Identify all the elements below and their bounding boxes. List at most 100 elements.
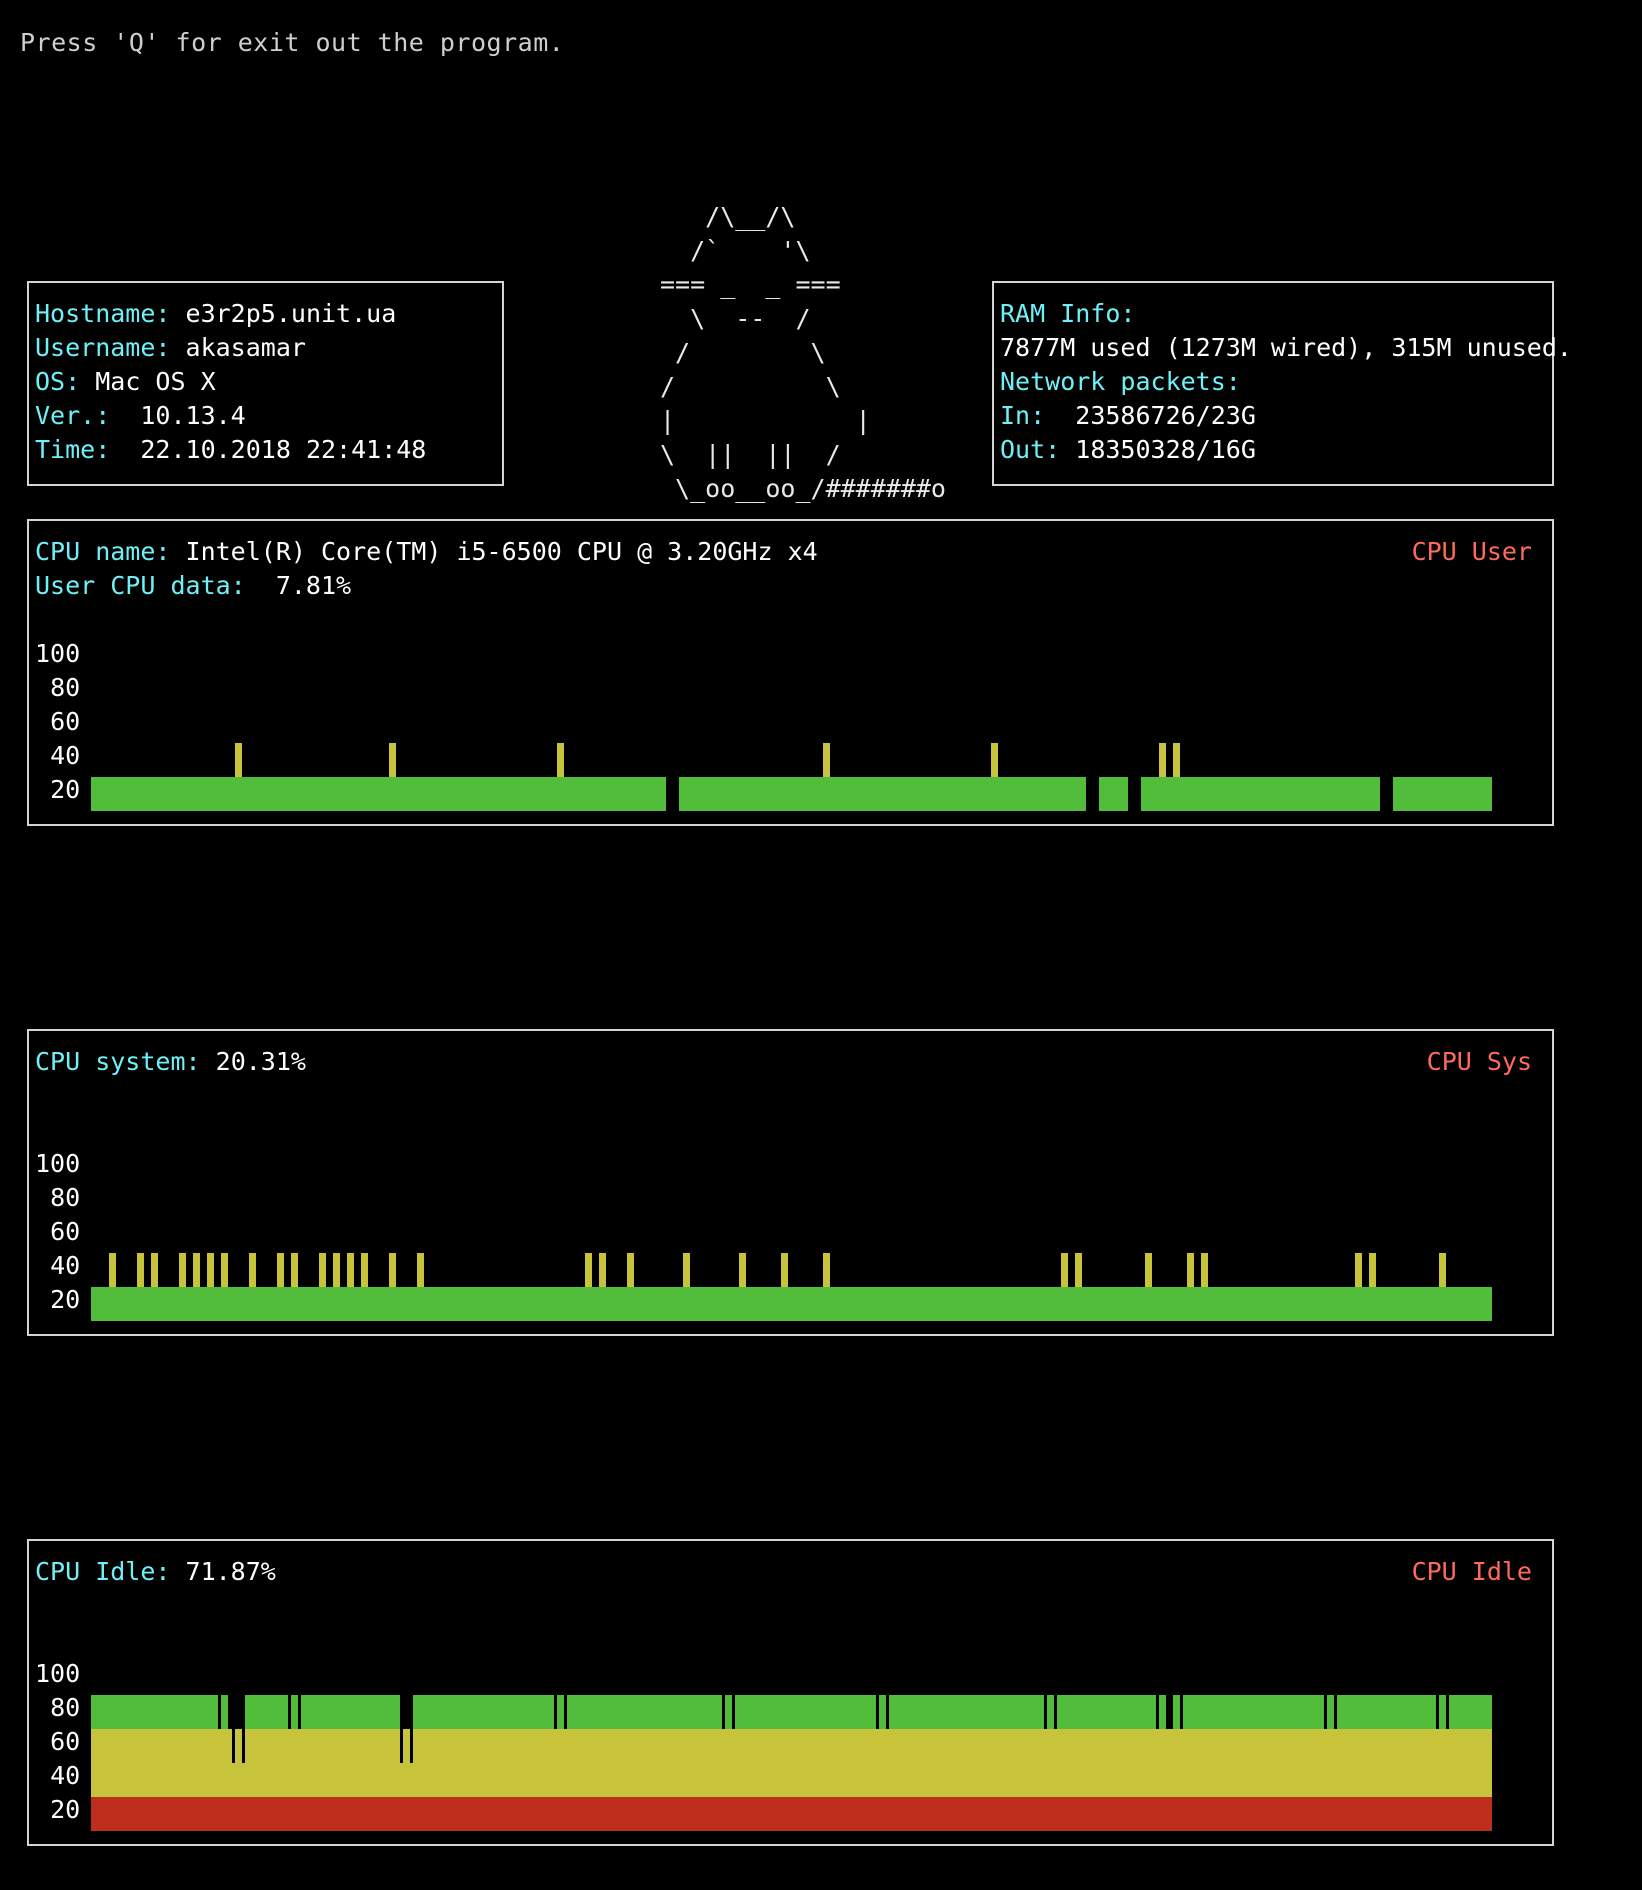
bar-segment	[175, 1763, 190, 1797]
bar-segment	[1393, 1287, 1408, 1321]
bar-segment	[301, 1695, 316, 1729]
bar-segment	[679, 1797, 694, 1831]
bar-segment	[1043, 1763, 1058, 1797]
bar-segment	[133, 1695, 148, 1729]
bar-segment	[889, 1695, 904, 1729]
bar-segment	[388, 1253, 397, 1287]
bar-segment	[329, 777, 344, 811]
bar-segment	[413, 1797, 428, 1831]
bar-segment	[525, 1797, 540, 1831]
bar-segment	[959, 1729, 974, 1763]
bar-segment	[1365, 1763, 1380, 1797]
system-info-panel: Hostname: e3r2p5.unit.ua Username: akasa…	[27, 281, 504, 486]
bar-segment	[301, 777, 316, 811]
bar-segment	[1477, 1729, 1492, 1763]
bar-segment	[1015, 1729, 1030, 1763]
version-label: Ver.:	[35, 401, 111, 430]
bar-segment	[1141, 1287, 1156, 1321]
version-row: Ver.: 10.13.4	[35, 399, 246, 433]
y-tick-40: 40	[50, 741, 81, 770]
bar-segment	[735, 1797, 750, 1831]
bar-segment	[413, 1729, 428, 1763]
bar-segment	[945, 1695, 960, 1729]
bar-segment	[1351, 1797, 1366, 1831]
bar-segment	[1449, 1729, 1464, 1763]
bar-segment	[1169, 777, 1184, 811]
ram-network-panel: RAM Info: 7877M used (1273M wired), 315M…	[992, 281, 1572, 486]
y-tick-20: 20	[50, 1285, 81, 1314]
bar-segment	[1057, 1287, 1072, 1321]
bar-segment	[91, 1287, 106, 1321]
bar-segment	[1200, 1253, 1209, 1287]
bar-segment	[1085, 1695, 1100, 1729]
bar-segment	[1379, 1729, 1394, 1763]
bar-segment	[1337, 1695, 1352, 1729]
bar-segment	[1407, 1287, 1422, 1321]
bar-segment	[567, 1729, 582, 1763]
bar-segment	[1225, 1695, 1240, 1729]
bar-segment	[1085, 1797, 1100, 1831]
bar-segment	[1253, 1695, 1268, 1729]
bar-segment	[931, 1763, 946, 1797]
bar-segment	[287, 777, 302, 811]
ram-label-row: RAM Info:	[1000, 297, 1135, 331]
bar-segment	[819, 1797, 834, 1831]
bar-segment	[105, 1695, 120, 1729]
bar-segment	[987, 1797, 1002, 1831]
bar-segment	[329, 1763, 344, 1797]
user-cpu-row: User CPU data: 7.81%	[35, 569, 351, 603]
bar-segment	[147, 1797, 162, 1831]
bar-segment	[791, 1695, 806, 1729]
bar-segment	[1421, 1763, 1436, 1797]
bar-segment	[178, 1253, 187, 1287]
bar-segment	[805, 1797, 820, 1831]
bar-segment	[763, 1729, 778, 1763]
bar-segment	[819, 1695, 834, 1729]
bar-segment	[693, 1287, 708, 1321]
bar-segment	[1172, 743, 1181, 777]
bar-segment	[1253, 1729, 1268, 1763]
bar-segment	[693, 1729, 708, 1763]
bar-segment	[525, 1729, 540, 1763]
bar-segment	[1060, 1253, 1069, 1287]
bar-segment	[259, 1729, 274, 1763]
bar-segment	[189, 1287, 204, 1321]
bar-segment	[371, 1797, 386, 1831]
bar-segment	[91, 1797, 106, 1831]
bar-segment	[161, 1695, 176, 1729]
bar-segment	[1183, 1729, 1198, 1763]
bar-segment	[1267, 1729, 1282, 1763]
bar-segment	[1001, 1729, 1016, 1763]
bar-segment	[1393, 777, 1408, 811]
bar-segment	[1309, 777, 1324, 811]
bar-segment	[889, 1763, 904, 1797]
bar-segment	[1239, 1287, 1254, 1321]
bar-segment	[553, 1729, 568, 1763]
bar-segment	[1001, 1797, 1016, 1831]
bar-segment	[931, 1695, 946, 1729]
bar-segment	[791, 1729, 806, 1763]
bar-segment	[441, 1797, 456, 1831]
cpu-idle-row: CPU Idle: 71.87%	[35, 1555, 276, 1589]
bar-segment	[749, 777, 764, 811]
bar-segment	[1127, 1287, 1142, 1321]
bar-segment	[931, 1287, 946, 1321]
bar-segment	[553, 1797, 568, 1831]
bar-segment	[105, 1763, 120, 1797]
bar-segment	[1155, 777, 1170, 811]
bar-segment	[315, 1797, 330, 1831]
bar-segment	[623, 1729, 638, 1763]
bar-segment	[427, 1287, 442, 1321]
bar-segment	[287, 1729, 302, 1763]
bar-segment	[511, 1729, 526, 1763]
bar-segment	[315, 1287, 330, 1321]
hostname-value: e3r2p5.unit.ua	[185, 299, 397, 328]
bar-segment	[1337, 1797, 1352, 1831]
bar-segment	[735, 1695, 750, 1729]
bar-segment	[889, 777, 904, 811]
bar-segment	[234, 743, 243, 777]
bar-segment	[1463, 777, 1478, 811]
bar-segment	[581, 1729, 596, 1763]
bar-segment	[385, 1729, 400, 1763]
bar-segment	[595, 1287, 610, 1321]
